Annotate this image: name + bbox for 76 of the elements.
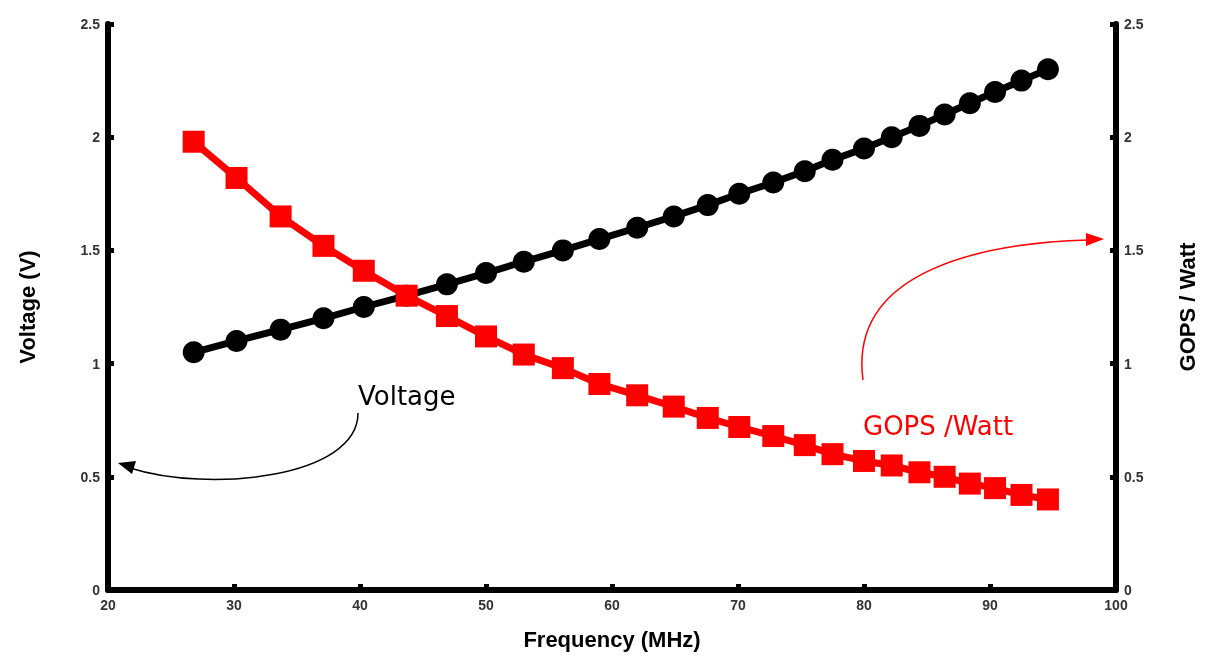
point [475, 262, 497, 285]
x-tick-label: 40 [352, 597, 368, 613]
point [182, 130, 205, 153]
point [793, 160, 816, 183]
y-tick-label: 1 [92, 355, 101, 372]
point [933, 103, 956, 126]
point [793, 434, 816, 457]
y-tick-label: 0 [92, 582, 101, 598]
point [958, 472, 981, 495]
point [662, 205, 685, 228]
y2-tick-label: 2.5 [1124, 16, 1144, 32]
point [728, 415, 751, 438]
y-axis-title: Voltage (V) [14, 250, 40, 364]
x-tick-label: 90 [982, 597, 998, 613]
point [626, 384, 649, 407]
point [182, 341, 205, 364]
y2-tick-label: 1 [1124, 355, 1132, 372]
y2-tick-label: 1.5 [1124, 242, 1144, 259]
point [475, 325, 497, 348]
point [1036, 58, 1059, 81]
point [762, 425, 785, 448]
point [512, 343, 535, 366]
point [551, 357, 574, 380]
x-axis-title: Frequency (MHz) [523, 626, 701, 652]
y2-tick-label: 0 [1124, 582, 1132, 598]
point [696, 406, 719, 429]
x-tick-label: 100 [1104, 597, 1128, 613]
point [728, 182, 751, 205]
point [435, 273, 458, 296]
point [1010, 483, 1033, 506]
point [512, 250, 535, 273]
point [853, 449, 875, 472]
point [662, 395, 685, 418]
point [853, 137, 875, 160]
y-tick-label: 2.5 [80, 16, 101, 32]
point [984, 80, 1007, 103]
point [626, 216, 649, 239]
point [312, 234, 335, 257]
point [933, 465, 956, 488]
y2-tick-label: 2 [1124, 129, 1132, 146]
point [821, 443, 844, 466]
point [880, 126, 903, 149]
point [225, 329, 248, 352]
annotation: Voltage [358, 381, 456, 411]
point [551, 239, 574, 262]
point [588, 372, 611, 395]
point [880, 454, 903, 477]
point [762, 171, 785, 194]
point [588, 228, 611, 251]
point [352, 259, 375, 282]
x-tick-label: 80 [856, 597, 872, 613]
point [352, 296, 375, 318]
point [1010, 69, 1033, 92]
x-tick-label: 20 [100, 597, 116, 613]
point [984, 477, 1007, 500]
y2-axis-title: GOPS / Watt [1174, 241, 1200, 372]
y-tick-label: 2 [92, 129, 101, 146]
x-tick-label: 30 [226, 597, 242, 613]
annotation: GOPS /Watt [863, 411, 1014, 441]
point [435, 305, 458, 328]
point [696, 194, 719, 217]
point [269, 318, 292, 341]
x-tick-label: 50 [478, 597, 494, 613]
point [225, 166, 248, 189]
x-tick-label: 60 [604, 597, 620, 613]
point [269, 205, 292, 228]
x-tick-label: 70 [730, 597, 746, 613]
y-tick-label: 1.5 [80, 242, 101, 259]
y-tick-label: 0.5 [80, 468, 101, 485]
point [958, 92, 981, 115]
point [908, 114, 931, 137]
point [821, 148, 844, 171]
point [908, 461, 931, 484]
point [312, 307, 335, 330]
point [1036, 488, 1059, 511]
y2-tick-label: 0.5 [1124, 468, 1144, 485]
